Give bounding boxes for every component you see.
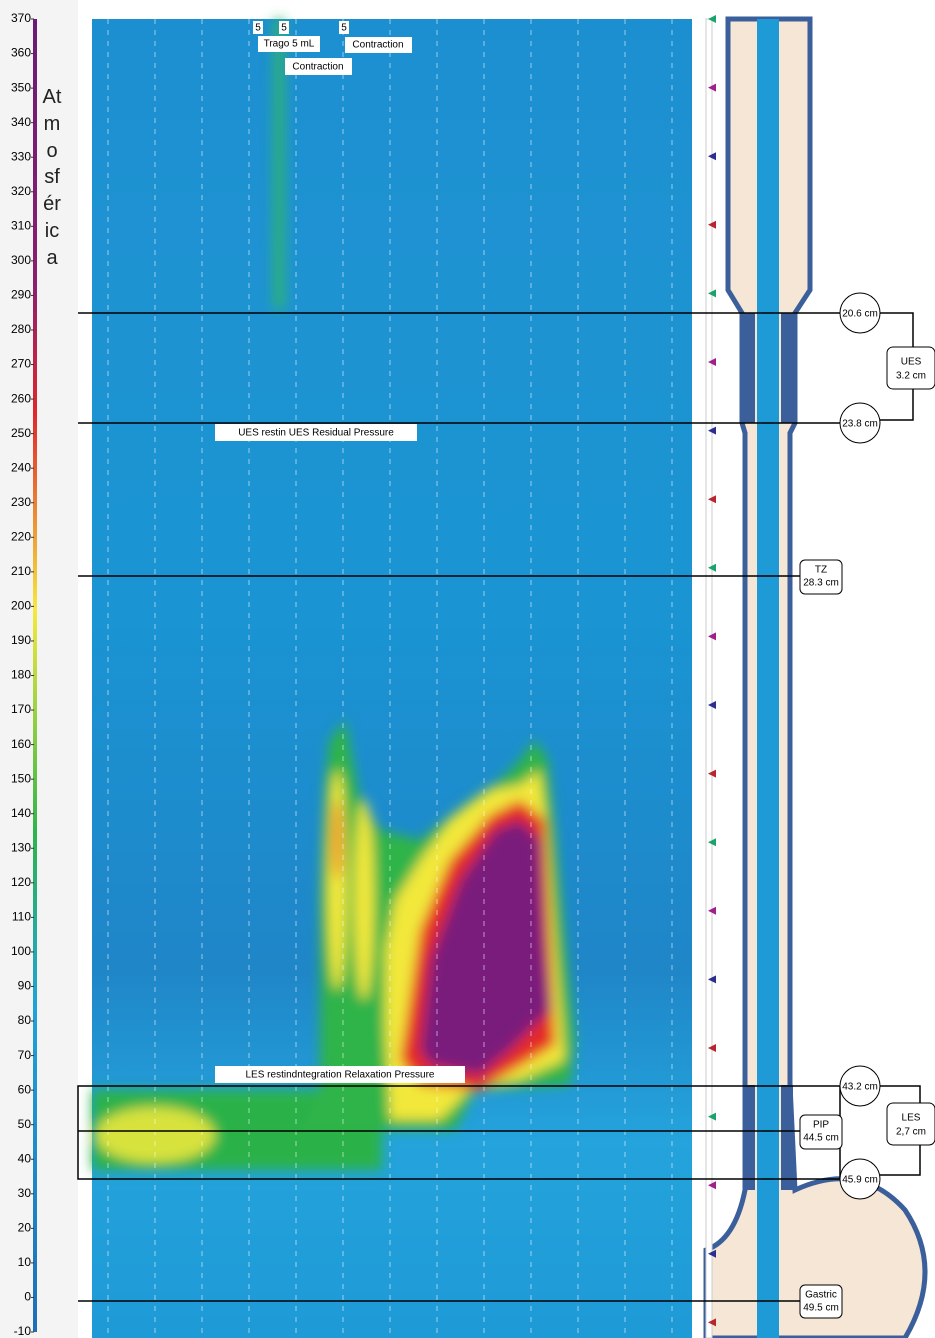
y-tick-label: -10 xyxy=(14,1324,32,1338)
y-tick-label: 150 xyxy=(11,771,31,785)
y-tick-label: 370 xyxy=(11,11,31,25)
region-name: LES xyxy=(902,1113,921,1124)
y-tick-label: 70 xyxy=(18,1048,32,1062)
y-tick-label: 290 xyxy=(11,288,31,302)
region-name: TZ xyxy=(815,565,827,576)
region-size: 2,7 cm xyxy=(896,1127,926,1138)
y-tick-label: 240 xyxy=(11,460,31,474)
depth: 23.8 cm xyxy=(842,419,878,430)
region-size: 3.2 cm xyxy=(896,371,926,382)
y-tick-label: 210 xyxy=(11,564,31,578)
swallow-label: Trago 5 mL xyxy=(264,39,315,50)
marker: 5 xyxy=(341,23,347,34)
y-tick-label: 110 xyxy=(12,910,31,924)
region-name: PIP xyxy=(813,1120,829,1131)
y-tick-label: 10 xyxy=(18,1255,32,1269)
y-tick-label: 340 xyxy=(11,115,31,129)
y-tick-label: 320 xyxy=(11,184,31,198)
y-tick-label: 330 xyxy=(11,149,31,163)
y-tick-label: 230 xyxy=(11,495,31,509)
depth: 45.9 cm xyxy=(842,1175,878,1186)
y-tick-label: 270 xyxy=(11,357,31,371)
y-tick-label: 190 xyxy=(11,633,31,647)
region-depth: 44.5 cm xyxy=(803,1133,839,1144)
page: 5 5 5 Trago 5 mL Contraction Contraction… xyxy=(0,0,935,1338)
y-tick-label: 250 xyxy=(11,426,31,440)
region-name: Gastric xyxy=(805,1290,837,1301)
depth: 20.6 cm xyxy=(842,309,878,320)
y-tick-label: 140 xyxy=(11,806,31,820)
y-tick-label: 360 xyxy=(11,46,31,60)
y-tick-label: 50 xyxy=(18,1117,32,1131)
region-name: UES xyxy=(901,357,922,368)
y-tick-label: 100 xyxy=(11,944,31,958)
manometry: 5 5 5 Trago 5 mL Contraction Contraction… xyxy=(0,0,935,1338)
region-depth: 28.3 cm xyxy=(803,578,839,589)
y-tick-label: 80 xyxy=(18,1013,32,1027)
contraction-label: Contraction xyxy=(292,62,343,73)
y-tick-label: 30 xyxy=(18,1186,32,1200)
y-tick-label: 180 xyxy=(11,668,31,682)
marker: 5 xyxy=(281,23,287,34)
les-band-label: LES restindntegration Relaxation Pressur… xyxy=(246,1070,435,1081)
y-tick-label: 60 xyxy=(18,1082,32,1096)
axis-label: Atmosférica xyxy=(42,84,62,272)
y-tick-label: 120 xyxy=(11,875,31,889)
y-tick-label: 20 xyxy=(18,1221,32,1235)
marker: 5 xyxy=(255,23,261,34)
y-tick-label: 130 xyxy=(11,840,31,854)
y-tick-label: 260 xyxy=(11,391,31,405)
ues-band-label: UES restin UES Residual Pressure xyxy=(238,428,394,439)
region-depth: 49.5 cm xyxy=(803,1303,839,1314)
depth: 43.2 cm xyxy=(842,1082,878,1093)
y-tick-label: 170 xyxy=(11,702,31,716)
contraction-label: Contraction xyxy=(352,40,403,51)
y-tick-label: 310 xyxy=(11,218,31,232)
y-tick-label: 300 xyxy=(11,253,31,267)
y-tick-label: 90 xyxy=(18,979,32,993)
y-tick-label: 200 xyxy=(11,599,31,613)
y-tick-label: 220 xyxy=(11,529,31,543)
y-tick-label: 160 xyxy=(11,737,31,751)
y-tick-label: 40 xyxy=(18,1151,32,1165)
y-tick-label: 280 xyxy=(11,322,31,336)
y-tick-label: 350 xyxy=(11,80,31,94)
y-tick-label: 0 xyxy=(24,1290,31,1304)
